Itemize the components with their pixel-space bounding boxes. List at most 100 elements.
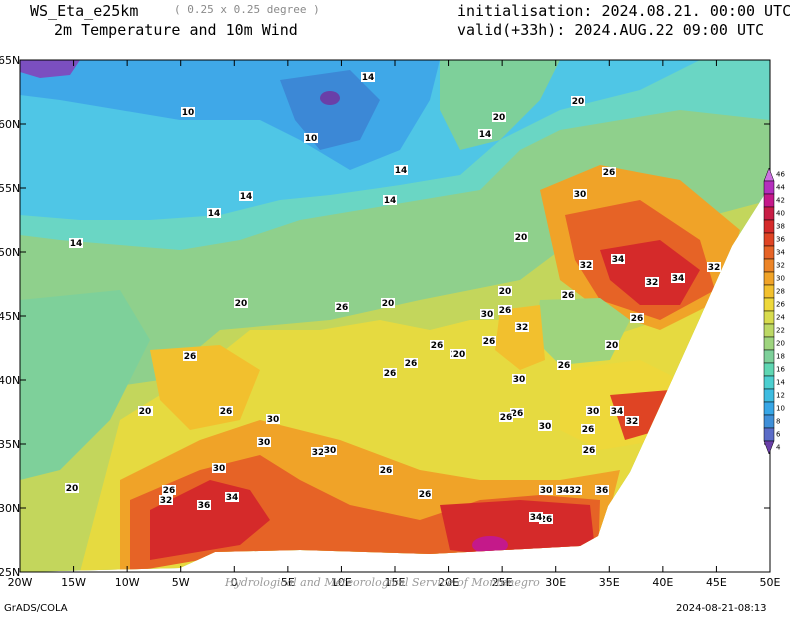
colorbar-label: 40 [776, 210, 785, 218]
lon-tick-label: 10E [331, 576, 352, 589]
colorbar-swatch [763, 401, 775, 416]
colorbar-label: 14 [776, 379, 785, 387]
contour-label-bg [538, 421, 552, 431]
contour-label: 26 [603, 168, 616, 178]
lon-tick-label: 30E [545, 576, 566, 589]
contour-label: 14 [362, 73, 375, 83]
contour-label-bg [219, 406, 233, 416]
contour-label: 14 [240, 192, 253, 202]
contour-label: 30 [481, 310, 494, 320]
lat-tick-label: 45N [0, 310, 20, 323]
contour-label: 34 [611, 407, 624, 417]
contour-label: 26 [380, 466, 393, 476]
contour-label: 32 [569, 486, 582, 496]
contour-label-bg [257, 437, 271, 447]
contour-label: 20 [139, 407, 152, 417]
contour-label: 26 [511, 409, 524, 419]
colorbar-swatch [763, 427, 775, 442]
contour-label-bg [381, 298, 395, 308]
contour-label-bg [418, 489, 432, 499]
contour-label-bg [304, 133, 318, 143]
contour-label-bg [557, 360, 571, 370]
contour-label: 30 [213, 464, 226, 474]
contour-label-bg [162, 485, 176, 495]
lon-tick-label: 50E [760, 576, 781, 589]
contour-label: 30 [539, 422, 552, 432]
colorbar-label: 44 [776, 184, 785, 192]
contour-label-bg [529, 512, 543, 522]
contour-label-bg [561, 290, 575, 300]
colorbar-label: 20 [776, 340, 785, 348]
contour-label-bg [671, 273, 685, 283]
contour-label: 34 [530, 513, 543, 523]
contour-label-bg [499, 412, 513, 422]
contour-label: 26 [336, 303, 349, 313]
colorbar-swatch [763, 388, 775, 403]
lat-tick-label: 25N [0, 566, 20, 579]
lat-tick-label: 35N [0, 438, 20, 451]
colorbar-label: 10 [776, 405, 785, 413]
contour-label: 32 [516, 323, 529, 333]
grid-resolution: ( 0.25 x 0.25 degree ) [174, 3, 320, 16]
lon-tick-label: 0 [231, 576, 238, 589]
contour-label: 32 [312, 448, 325, 458]
colorbar: 46 44 42 40 38 36 34 32 30 28 26 24 22 20 18 16 14 12 10 8 6… [763, 167, 785, 455]
colorbar-label: 8 [776, 418, 780, 426]
contour-label-bg [383, 368, 397, 378]
contour-label-bg [707, 262, 721, 272]
contour-label: 30 [587, 407, 600, 417]
contour-label-bg [512, 374, 526, 384]
contour-label: 26 [582, 425, 595, 435]
contour-label-bg [556, 485, 570, 495]
lon-tick-label: 35E [599, 576, 620, 589]
contour-label-bg [480, 309, 494, 319]
colorbar-label: 4 [776, 444, 781, 452]
contour-label-bg [645, 277, 659, 287]
colorbar-swatch [763, 219, 775, 234]
lon-tick-label: 45E [706, 576, 727, 589]
contour-label-bg [595, 485, 609, 495]
lon-tick-label: 20W [8, 576, 33, 589]
footer-timestamp: 2024-08-21-08:13 [676, 603, 767, 614]
colorbar-swatch [763, 375, 775, 390]
contour-label-bg [630, 313, 644, 323]
colorbar-label: 12 [776, 392, 785, 400]
lat-tick-label: 60N [0, 118, 20, 131]
colorbar-label: 30 [776, 275, 785, 283]
lon-tick-label: 20E [438, 576, 459, 589]
colorbar-label: 26 [776, 301, 785, 309]
contour-label-bg [581, 424, 595, 434]
lon-tick-label: 10W [115, 576, 140, 589]
contour-label-bg [197, 500, 211, 510]
contour-label: 36 [198, 501, 211, 511]
colorbar-label: 16 [776, 366, 785, 374]
contour-label: 10 [182, 108, 195, 118]
contour-label: 26 [558, 361, 571, 371]
lon-tick-label: 5W [172, 576, 190, 589]
contour-label: 20 [499, 287, 512, 297]
contour-label: 34 [557, 486, 570, 496]
contour-label-bg [498, 305, 512, 315]
contour-label: 14 [479, 130, 492, 140]
model-name: WS_Eta_e25km [30, 2, 139, 20]
contour-label-bg [311, 447, 325, 457]
lon-tick-label: 5E [281, 576, 295, 589]
contour-label-bg [383, 195, 397, 205]
colorbar-label: 38 [776, 223, 785, 231]
contour-label: 32 [646, 278, 659, 288]
contour-label: 26 [384, 369, 397, 379]
contour-label-bg [539, 514, 553, 524]
contour-label-bg [181, 107, 195, 117]
colorbar-swatch [763, 323, 775, 338]
contour-label: 20 [66, 484, 79, 494]
contour-label: 30 [574, 190, 587, 200]
contour-label-bg [183, 351, 197, 361]
contour-label-bg [515, 322, 529, 332]
contour-label-bg [514, 232, 528, 242]
contour-label-bg [430, 340, 444, 350]
contour-label: 26 [419, 490, 432, 500]
contour-label: 14 [384, 196, 397, 206]
contour-label-bg [65, 483, 79, 493]
colorbar-label: 24 [776, 314, 785, 322]
contour-label-bg [159, 495, 173, 505]
